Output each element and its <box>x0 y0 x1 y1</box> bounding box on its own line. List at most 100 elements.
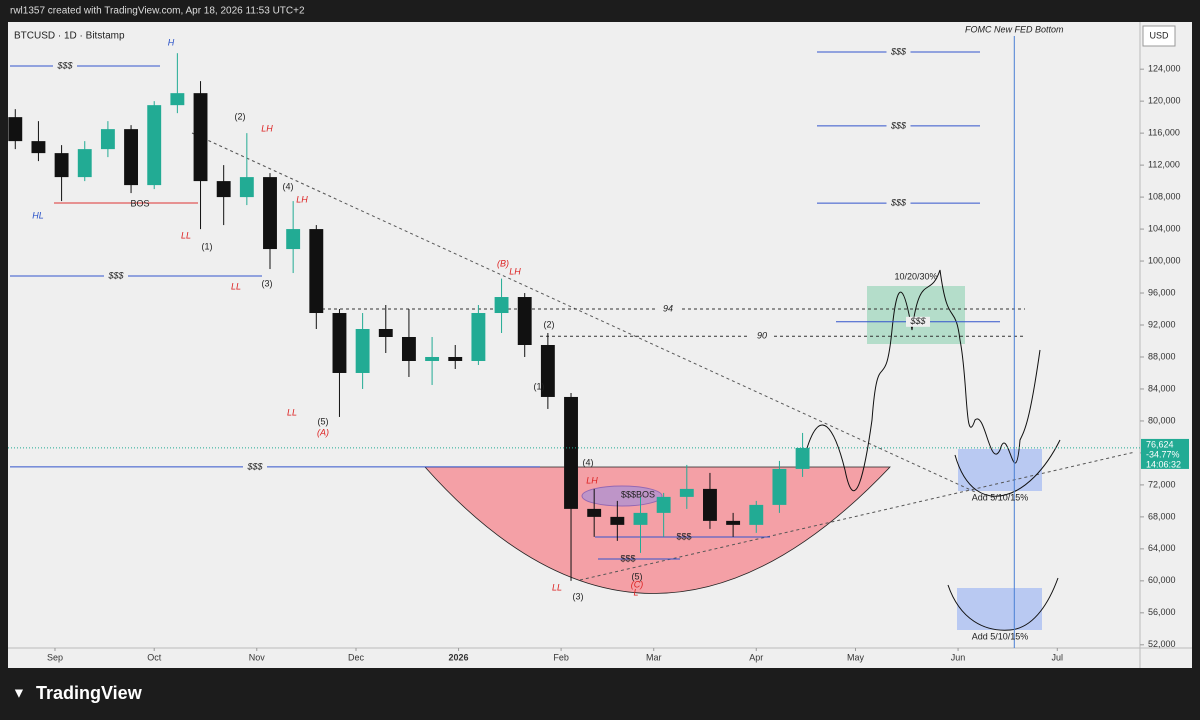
annotation: LH <box>261 123 273 133</box>
currency: USD <box>1149 30 1169 40</box>
x-tick-label: Sep <box>47 652 63 662</box>
annotation: L <box>633 587 638 597</box>
x-tick-label: 2026 <box>449 652 469 662</box>
candle-body <box>679 488 694 497</box>
candle-body <box>216 181 231 198</box>
candle-body <box>170 93 185 106</box>
annotation: Add 5/10/15% <box>972 631 1029 641</box>
projection-path <box>954 439 1061 497</box>
x-tick-label: Jun <box>951 652 966 662</box>
annotation: Add 5/10/15% <box>972 492 1029 502</box>
level-label: $$$ <box>890 197 907 207</box>
candle-body <box>540 344 555 397</box>
annotation: (5) <box>632 571 643 581</box>
level-label: $$$ <box>246 461 263 471</box>
level-label-bg <box>886 46 911 57</box>
candle-body <box>286 229 301 250</box>
level-label: 90 <box>757 331 767 341</box>
buy-zone <box>957 588 1042 630</box>
annotation: (B) <box>497 258 509 268</box>
y-tick-label: 112,000 <box>1148 159 1180 169</box>
candle-body <box>8 117 23 142</box>
level-label: $$$ <box>909 316 926 326</box>
annotation: LL <box>231 281 241 291</box>
x-tick-label: Jul <box>1052 652 1064 662</box>
candle-body <box>263 177 277 250</box>
y-tick-label: 80,000 <box>1148 415 1176 425</box>
event-label: FOMC New FED Bottom <box>965 24 1064 34</box>
candle-body <box>54 153 69 178</box>
level-label-bg <box>656 304 680 315</box>
annotation: LL <box>287 407 297 417</box>
x-tick-label: Oct <box>147 652 162 662</box>
buy-zone <box>958 449 1042 491</box>
y-tick-label: 88,000 <box>1148 351 1176 361</box>
annotation: (4) <box>583 457 594 467</box>
level-label: $$$ <box>56 60 73 70</box>
y-tick-label: 56,000 <box>1148 607 1176 617</box>
candle-body <box>587 508 602 517</box>
annotation: (3) <box>573 591 584 601</box>
candle-body <box>401 336 416 361</box>
level-label-bg <box>886 198 911 209</box>
candle-body <box>494 297 509 314</box>
annotation: (1) <box>202 241 213 251</box>
candle-body <box>100 129 115 150</box>
annotation: BOS <box>130 198 149 208</box>
annotation: (2) <box>544 319 555 329</box>
y-tick-label: 124,000 <box>1148 64 1181 74</box>
candle-body <box>726 520 741 525</box>
candle-body <box>193 93 208 182</box>
y-tick-label: 60,000 <box>1148 575 1176 585</box>
last-price-text: 76,624 <box>1146 439 1174 449</box>
y-tick-label: 120,000 <box>1148 96 1181 106</box>
y-tick-label: 116,000 <box>1148 128 1180 138</box>
header: rwl1357 created with TradingView.com, Ap… <box>10 6 305 17</box>
y-tick-label: 84,000 <box>1148 383 1176 393</box>
logo-mark: ▼ <box>12 685 26 701</box>
level-label-bg <box>906 316 930 327</box>
y-tick-label: 68,000 <box>1148 511 1176 521</box>
target-zone <box>867 286 965 344</box>
y-tick-label: 100,000 <box>1148 255 1181 265</box>
annotation: (3) <box>262 278 273 288</box>
y-tick-label: 92,000 <box>1148 319 1176 329</box>
annotation: $$$ <box>620 553 635 563</box>
bos-ellipse <box>581 485 663 507</box>
trend-line <box>579 451 1136 581</box>
annotation: (A) <box>317 427 329 437</box>
annotation: LH <box>509 266 521 276</box>
annotation: LL <box>552 582 562 592</box>
level-label-bg <box>104 270 128 281</box>
candle-body <box>795 447 810 469</box>
projection-path <box>947 577 1059 631</box>
y-tick-label: 72,000 <box>1148 479 1176 489</box>
candle-body <box>517 297 532 345</box>
level-label: 94 <box>663 303 673 313</box>
x-tick-label: Mar <box>646 652 662 662</box>
currency-box <box>1142 25 1176 47</box>
candle-body <box>471 313 486 361</box>
x-tick-label: Nov <box>249 652 266 662</box>
annotation: (2) <box>235 111 246 121</box>
candle-body <box>355 329 370 373</box>
level-label-bg <box>750 331 774 342</box>
last-price-text: -34.77% <box>1146 449 1180 459</box>
y-tick-label: 96,000 <box>1148 287 1176 297</box>
last-price-box <box>1141 438 1189 469</box>
x-tick-label: May <box>847 652 865 662</box>
symbol-title: BTCUSD · 1D · Bitstamp <box>14 31 125 42</box>
candle-body <box>77 149 92 178</box>
annotation: LL <box>181 230 191 240</box>
annotation: (C) <box>631 579 644 589</box>
annotation: (5) <box>318 416 329 426</box>
annotation: $$$ <box>676 531 691 541</box>
projection-path <box>804 269 1041 492</box>
candle-body <box>378 329 393 337</box>
last-price-text: 14:06:32 <box>1146 459 1181 469</box>
level-label-bg <box>53 60 77 71</box>
candle-body <box>309 229 324 314</box>
annotation: HL <box>32 210 44 220</box>
annotation: $$$BOS <box>621 489 655 499</box>
x-tick-label: Dec <box>348 652 365 662</box>
